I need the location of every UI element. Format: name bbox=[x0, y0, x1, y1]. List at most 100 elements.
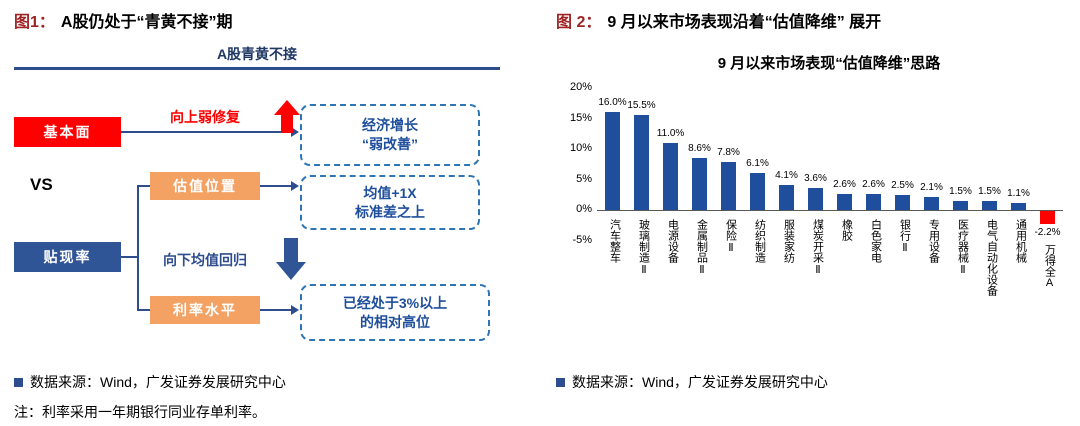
vs-label: VS bbox=[30, 175, 53, 194]
bar-value-label: 2.6% bbox=[862, 179, 885, 191]
bar-value-label: 3.6% bbox=[804, 173, 827, 185]
bar-value-label: 2.5% bbox=[891, 179, 914, 191]
category-label: 煤炭开采Ⅱ bbox=[811, 219, 824, 276]
chart-bar bbox=[808, 188, 823, 210]
source-bullet-icon bbox=[14, 378, 23, 387]
category-label: 橡胶 bbox=[840, 219, 853, 241]
category-label: 金属制品Ⅱ bbox=[695, 219, 708, 276]
bar-value-label: 6.1% bbox=[746, 157, 769, 169]
rate-note-box: 已经处于3%以上 的相对高位 bbox=[300, 284, 490, 341]
bracket-line bbox=[139, 185, 150, 187]
chart-bar bbox=[1011, 203, 1026, 210]
bar-value-label: 1.5% bbox=[978, 185, 1001, 197]
chart-bar bbox=[895, 194, 910, 210]
chart-bar bbox=[953, 200, 968, 210]
valuation-note-line1: 均值+1X bbox=[363, 184, 417, 201]
arrowhead-right-icon bbox=[291, 181, 299, 191]
figure1-title: 图1： A股仍处于“青黄不接”期 bbox=[14, 8, 232, 32]
bar-value-label: 15.5% bbox=[627, 100, 656, 112]
chart-bar bbox=[605, 112, 620, 210]
figure2-source: 数据来源：Wind，广发证券发展研究中心 bbox=[572, 374, 828, 390]
chart-bar bbox=[721, 162, 736, 210]
down-block-arrow-icon bbox=[276, 238, 306, 280]
diagram-header-underline bbox=[14, 67, 500, 70]
y-axis-tick: 10% bbox=[569, 142, 592, 154]
figure2-title-prefix: 图 2： bbox=[556, 14, 602, 31]
discount-rate-box: 贴现率 bbox=[14, 242, 121, 272]
y-axis-tick: 15% bbox=[569, 111, 592, 124]
category-label: 保险Ⅱ bbox=[724, 219, 737, 254]
valuation-box: 估值位置 bbox=[150, 172, 260, 200]
bar-value-label: 2.1% bbox=[920, 182, 943, 194]
chart-bar bbox=[750, 172, 765, 210]
category-label: 通用机械 bbox=[1014, 219, 1027, 263]
bar-value-label: 11.0% bbox=[656, 127, 685, 139]
valuation-note-line2: 标准差之上 bbox=[355, 203, 425, 220]
growth-note-box: 经济增长 “弱改善” bbox=[300, 104, 480, 166]
growth-note-line2: “弱改善” bbox=[362, 136, 418, 152]
bracket-line bbox=[139, 309, 150, 311]
chart-bar bbox=[663, 142, 678, 210]
category-label: 电源设备 bbox=[666, 219, 679, 263]
figure2-title-text: 9 月以来市场表现沿着“估值降维” 展开 bbox=[607, 14, 882, 31]
diagram-header: A股青黄不接 bbox=[216, 46, 298, 62]
bar-value-label: 1.5% bbox=[949, 185, 972, 197]
chart-bar bbox=[634, 115, 649, 210]
category-label: 万得全A bbox=[1043, 244, 1056, 290]
fundamental-box: 基本面 bbox=[14, 117, 121, 147]
y-axis-tick: 5% bbox=[576, 172, 592, 185]
bar-value-label: 4.1% bbox=[775, 169, 798, 181]
rate-level-box: 利率水平 bbox=[150, 296, 260, 324]
category-label: 纺织制造 bbox=[753, 219, 766, 263]
up-block-arrow-icon bbox=[274, 100, 300, 133]
bracket-line bbox=[137, 185, 139, 311]
growth-note-line1: 经济增长 bbox=[362, 117, 418, 134]
down-arrow-head bbox=[276, 262, 306, 280]
up-arrow-stem bbox=[281, 115, 293, 133]
category-label: 服装家纺 bbox=[782, 219, 795, 263]
figure2-title: 图 2： 9 月以来市场表现沿着“估值降维” 展开 bbox=[556, 8, 881, 32]
figure1-title-prefix: 图1： bbox=[14, 14, 55, 31]
category-label: 银行Ⅱ bbox=[898, 219, 911, 254]
chart-bar bbox=[924, 197, 939, 210]
chart-bar bbox=[837, 194, 852, 210]
y-axis-tick: 20% bbox=[569, 81, 592, 93]
rate-note-line2: 的相对高位 bbox=[360, 313, 430, 330]
valuation-note-box: 均值+1X 标准差之上 bbox=[300, 175, 480, 230]
bar-value-label: 16.0% bbox=[598, 97, 627, 109]
source-bullet-icon bbox=[556, 378, 565, 387]
chart-bar bbox=[982, 200, 997, 210]
arrowhead-right-icon bbox=[291, 127, 299, 137]
figure1-note: 注：利率采用一年期银行同业存单利率。 bbox=[14, 404, 266, 420]
bar-value-label: 7.8% bbox=[717, 147, 740, 159]
connector-line bbox=[260, 185, 291, 187]
y-axis-tick: 0% bbox=[576, 203, 592, 215]
bar-value-label: 2.6% bbox=[833, 179, 856, 191]
bracket-line bbox=[121, 256, 139, 258]
figure1-title-text: A股仍处于“青黄不接”期 bbox=[60, 14, 233, 31]
bar-value-label: 8.6% bbox=[688, 142, 711, 154]
chart-bar bbox=[866, 194, 881, 210]
x-axis-line bbox=[597, 210, 1063, 211]
chart-bar bbox=[692, 157, 707, 210]
rate-note-line1: 已经处于3%以上 bbox=[342, 294, 448, 311]
up-repair-label: 向上弱修复 bbox=[170, 109, 240, 125]
down-reversion-label: 向下均值回归 bbox=[163, 252, 247, 268]
category-label: 专用设备 bbox=[927, 219, 940, 263]
y-axis-tick: -5% bbox=[572, 233, 592, 246]
connector-line bbox=[121, 131, 291, 133]
up-arrow-head bbox=[274, 100, 300, 115]
down-arrow-stem bbox=[284, 238, 298, 262]
chart-title: 9 月以来市场表现“估值降维”思路 bbox=[717, 55, 941, 72]
bar-value-label: -2.2% bbox=[1034, 227, 1061, 239]
category-label: 玻璃制造Ⅱ bbox=[637, 219, 650, 276]
category-label: 汽车整车 bbox=[608, 219, 621, 263]
chart-bar bbox=[779, 184, 794, 210]
bar-value-label: 1.1% bbox=[1007, 188, 1030, 200]
category-label: 白色家电 bbox=[869, 219, 882, 263]
figure1-source: 数据来源：Wind，广发证券发展研究中心 bbox=[30, 374, 286, 390]
arrowhead-right-icon bbox=[291, 305, 299, 315]
connector-line bbox=[260, 309, 291, 311]
category-label: 医疗器械Ⅱ bbox=[956, 219, 969, 276]
